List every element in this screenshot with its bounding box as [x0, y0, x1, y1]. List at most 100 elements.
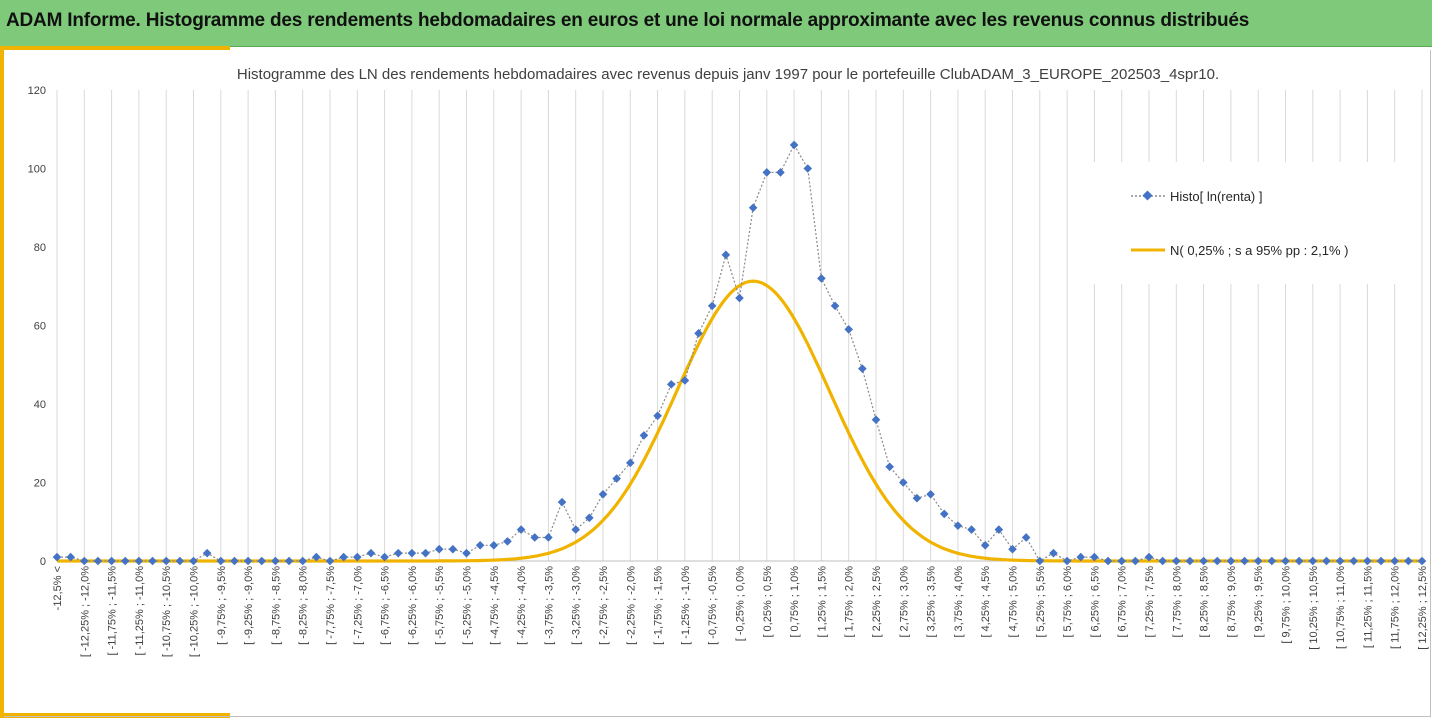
histogram-point [421, 548, 430, 558]
histogram-point [557, 497, 567, 507]
x-tick-label: [ -3,75% ; -3,5% [543, 566, 555, 645]
histogram-point [1390, 556, 1399, 566]
histogram-point [448, 544, 458, 554]
x-tick-label: [ -7,75% ; -7,5% [325, 566, 337, 645]
x-tick-label: [ -9,75% ; -9,5% [216, 566, 228, 645]
x-tick-label: [ 5,75% ; 6,0% [1062, 566, 1074, 638]
x-tick-label: [ -7,25% ; -7,0% [352, 566, 364, 645]
histogram-point [1131, 556, 1140, 566]
x-tick-label: [ 10,25% ; 10,5% [1308, 566, 1320, 650]
histogram-point [489, 541, 499, 550]
histogram-point [871, 415, 881, 424]
x-tick-label: [ -6,75% ; -6,5% [380, 566, 392, 645]
histogram-point [939, 509, 949, 519]
histogram-point [817, 274, 826, 283]
histogram-point [666, 380, 676, 389]
histogram-point [748, 203, 758, 213]
histogram-point [1335, 556, 1345, 566]
histogram-point [1267, 556, 1277, 566]
histogram-point [230, 556, 239, 566]
histogram-point [926, 489, 935, 499]
x-tick-label: [ -8,75% ; -8,5% [270, 566, 282, 645]
y-tick-label: 0 [40, 556, 46, 568]
report-banner: ADAM Informe. Histogramme des rendements… [0, 0, 1432, 47]
x-tick-label: [ 6,25% ; 6,5% [1089, 566, 1101, 638]
histogram-point [639, 431, 649, 440]
histogram-point [1349, 556, 1359, 566]
histogram-point [1035, 556, 1045, 566]
histogram-point [1103, 556, 1113, 566]
x-tick-label: [ 8,25% ; 8,5% [1199, 566, 1211, 638]
histogram-point [1008, 544, 1017, 554]
x-tick-label: [ 9,25% ; 9,5% [1253, 566, 1265, 638]
legend-box [1082, 162, 1420, 284]
histogram-point [1212, 556, 1222, 566]
x-tick-label: [ 10,75% ; 11,0% [1335, 566, 1347, 649]
x-tick-label: [ 3,75% ; 4,0% [953, 566, 965, 638]
histogram-point [1144, 552, 1154, 562]
histogram-point [803, 164, 813, 173]
histogram-point [1172, 556, 1181, 566]
chart-frame [4, 50, 1431, 717]
histogram-point [544, 533, 553, 542]
histogram-point [680, 376, 690, 385]
histogram-point [1226, 556, 1236, 566]
report-title: ADAM Informe. Histogramme des rendements… [6, 10, 1250, 31]
x-tick-label: [ -1,25% ; -1,0% [680, 566, 692, 645]
y-tick-label: 40 [34, 399, 46, 411]
histogram-point [380, 552, 389, 562]
x-tick-label: [ 4,25% ; 4,5% [980, 566, 992, 638]
x-tick-label: [ -1,75% ; -1,5% [653, 566, 665, 645]
histogram-point [1417, 556, 1427, 566]
histogram-point [994, 525, 1004, 534]
histogram-point [1199, 556, 1208, 566]
histogram-point [93, 556, 103, 566]
histogram-point [1322, 556, 1331, 566]
histogram-point [107, 556, 116, 566]
x-tick-label: [ -8,25% ; -8,0% [298, 566, 310, 645]
histogram-point [516, 525, 526, 534]
x-tick-label: [ -9,25% ; -9,0% [243, 566, 255, 645]
histogram-point [899, 478, 908, 487]
x-tick-label: [ 12,25% ; 12,5% [1417, 566, 1429, 650]
histogram-point [571, 525, 580, 534]
histogram-point [967, 525, 976, 534]
x-tick-label: [ 8,75% ; 9,0% [1226, 566, 1238, 638]
histogram-point [284, 556, 294, 566]
x-tick-label: [ -5,25% ; -5,0% [462, 566, 474, 645]
y-axis: 0 20 40 60 80 100 120 [28, 85, 46, 568]
legend: Histo[ ln(renta) ] N( 0,25% ; s a 95% pp… [1082, 162, 1420, 284]
histogram-point [1363, 556, 1372, 566]
x-axis: -12,5% < [ -12,25% ; -12,0% [ -11,75% ; -1… [52, 566, 1429, 657]
x-tick-label: [ 5,25% ; 5,5% [1035, 566, 1047, 638]
histogram-point [735, 293, 744, 303]
y-tick-label: 60 [34, 321, 46, 333]
histogram-point [953, 521, 963, 530]
x-tick-label: [ 1,25% ; 1,5% [816, 566, 828, 638]
histogram-point [1404, 556, 1413, 566]
x-tick-label: [ -6,25% ; -6,0% [407, 566, 419, 645]
x-tick-label: [ 0,25% ; 0,5% [762, 566, 774, 638]
x-tick-label: [ 11,25% ; 11,5% [1362, 566, 1374, 648]
histogram-point [312, 552, 321, 562]
histogram-point [721, 250, 731, 260]
x-tick-label: [ -2,75% ; -2,5% [598, 566, 610, 645]
histogram-point [707, 301, 717, 311]
histogram-point [407, 548, 417, 558]
y-tick-label: 20 [34, 478, 46, 490]
accent-bar-bottom [0, 713, 230, 718]
histogram-point [598, 489, 608, 499]
y-tick-label: 100 [28, 164, 46, 176]
histogram-point [434, 544, 444, 554]
x-tick-label: [ 2,75% ; 3,0% [898, 566, 910, 638]
x-tick-label: [ 1,75% ; 2,0% [844, 566, 856, 638]
x-tick-label: [ 9,75% ; 10,0% [1281, 566, 1293, 644]
accent-bar-left [0, 46, 4, 718]
histogram-line [57, 143, 1422, 562]
legend-histo-label: Histo[ ln(renta) ] [1170, 189, 1262, 204]
x-tick-label: [ -5,75% ; -5,5% [434, 566, 446, 645]
chart-title: Histogramme des LN des rendements hebdom… [237, 66, 1219, 83]
x-tick-label: [ -0,25% ; 0,0% [735, 566, 747, 641]
histogram-point [1281, 556, 1290, 566]
histogram-point [353, 552, 362, 562]
